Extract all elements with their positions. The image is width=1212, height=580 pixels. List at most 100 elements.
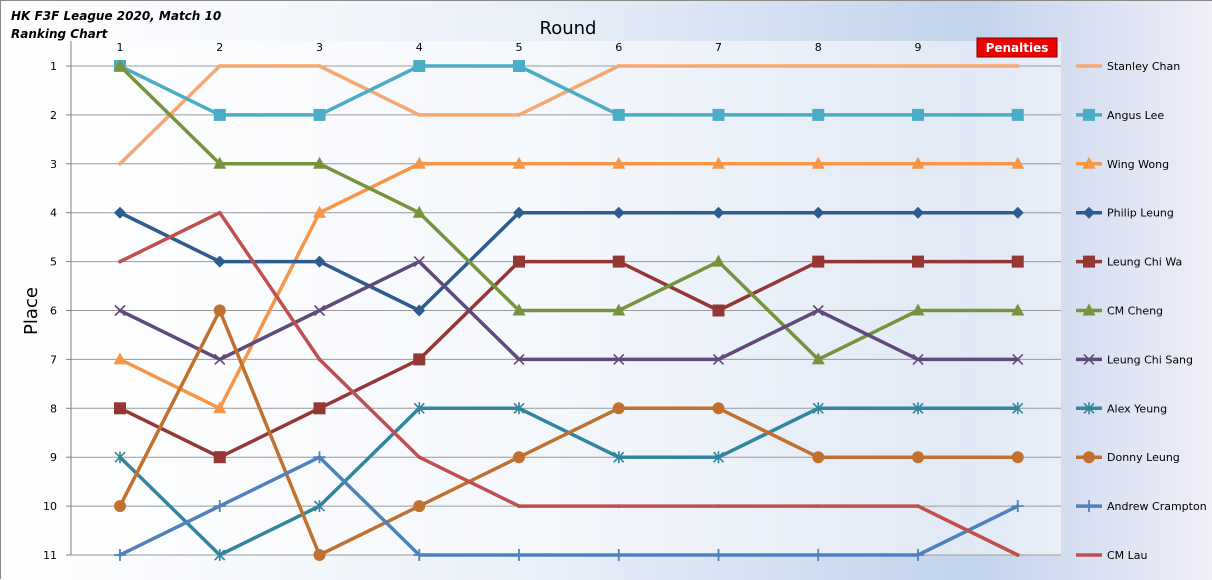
- data-point: [513, 549, 525, 561]
- data-point: [113, 352, 127, 365]
- data-point: [812, 206, 825, 219]
- chart-title: HK F3F League 2020, Match 10: [11, 9, 221, 23]
- data-point: [911, 303, 925, 316]
- data-point: [1083, 108, 1095, 121]
- data-point: [213, 401, 227, 414]
- data-point: [114, 451, 126, 464]
- legend-entry: Leung Chi Wa: [1076, 255, 1182, 269]
- y-tick-label: 11: [43, 549, 57, 562]
- data-point: [213, 255, 226, 268]
- data-point: [612, 156, 626, 169]
- data-point: [513, 206, 525, 219]
- data-point: [313, 500, 326, 513]
- penalties-header-box: [976, 37, 1058, 58]
- y-tick-label: 4: [50, 207, 57, 220]
- data-point: [213, 304, 226, 317]
- data-point: [413, 402, 425, 415]
- series-donny-leung: [114, 304, 1024, 561]
- data-point: [217, 210, 222, 215]
- data-point: [712, 451, 725, 464]
- data-point: [513, 255, 525, 268]
- data-point: [1012, 402, 1024, 415]
- y-tick-label: 1: [50, 60, 57, 73]
- data-point: [513, 60, 525, 72]
- data-point: [712, 304, 725, 317]
- data-point: [613, 353, 625, 365]
- legend-label: Wing Wong: [1107, 158, 1169, 171]
- data-point: [413, 60, 426, 72]
- data-point: [912, 353, 924, 365]
- data-point: [413, 549, 426, 561]
- data-point: [313, 205, 326, 218]
- data-point: [812, 451, 825, 464]
- y-tick-label: 10: [43, 500, 57, 513]
- data-point: [912, 402, 924, 415]
- data-point: [1083, 402, 1095, 415]
- data-point: [912, 108, 924, 121]
- data-point: [812, 402, 824, 415]
- legend-entry: Wing Wong: [1076, 156, 1169, 171]
- legend-entry: Philip Leung: [1076, 206, 1174, 220]
- data-point: [517, 504, 521, 509]
- series-philip-leung: [114, 206, 1024, 317]
- data-point: [313, 108, 326, 121]
- legend-label: CM Lau: [1107, 549, 1148, 562]
- x-tick-label: 3: [316, 41, 323, 54]
- data-point: [712, 353, 725, 365]
- x-tick-label: 7: [715, 41, 722, 54]
- data-point: [1011, 156, 1025, 169]
- data-point: [114, 304, 126, 317]
- data-point: [812, 549, 825, 561]
- legend-label: Stanley Chan: [1107, 60, 1180, 73]
- data-point: [214, 353, 226, 365]
- x-tick-label: 9: [915, 41, 922, 54]
- data-point: [413, 256, 425, 268]
- legend-label: Philip Leung: [1107, 207, 1174, 220]
- data-point: [616, 504, 621, 509]
- y-tick-label: 7: [50, 353, 57, 366]
- data-point: [113, 59, 127, 71]
- data-point: [912, 549, 924, 561]
- legend-label: Donny Leung: [1107, 451, 1180, 464]
- data-point: [413, 353, 426, 366]
- series-wing-wong: [113, 156, 1025, 414]
- data-point: [313, 549, 326, 561]
- data-point: [313, 156, 326, 169]
- y-tick-label: 9: [50, 451, 57, 464]
- x-tick-label: 4: [416, 41, 423, 54]
- data-point: [417, 455, 422, 460]
- data-point: [412, 156, 426, 169]
- series-line: [118, 210, 1020, 313]
- legend-entry: CM Lau: [1076, 549, 1148, 562]
- data-point: [512, 156, 526, 169]
- data-point: [1082, 303, 1096, 316]
- data-point: [1015, 64, 1020, 68]
- data-point: [916, 64, 920, 68]
- y-axis-title: Place: [21, 287, 42, 335]
- data-point: [412, 205, 426, 218]
- x-tick-label-penalties: Penalties: [986, 41, 1049, 55]
- y-tick-label: 6: [50, 305, 57, 318]
- series-layer: [113, 59, 1025, 561]
- data-point: [118, 161, 122, 166]
- data-point: [114, 402, 126, 415]
- data-point: [811, 156, 825, 169]
- data-point: [612, 303, 626, 316]
- data-point: [1083, 206, 1095, 219]
- data-point: [712, 254, 725, 267]
- data-point: [612, 549, 625, 561]
- data-point: [517, 112, 521, 117]
- data-point: [712, 549, 725, 561]
- legend-label: CM Cheng: [1107, 305, 1163, 318]
- data-point: [1011, 108, 1024, 121]
- data-point: [1011, 303, 1025, 316]
- data-point: [712, 402, 725, 415]
- data-point: [217, 64, 222, 68]
- data-point: [114, 500, 126, 513]
- plot-area: [71, 41, 1061, 555]
- series-andrew-crampton: [114, 451, 1024, 561]
- data-point: [816, 504, 821, 509]
- data-point: [716, 64, 721, 68]
- data-point: [317, 357, 322, 362]
